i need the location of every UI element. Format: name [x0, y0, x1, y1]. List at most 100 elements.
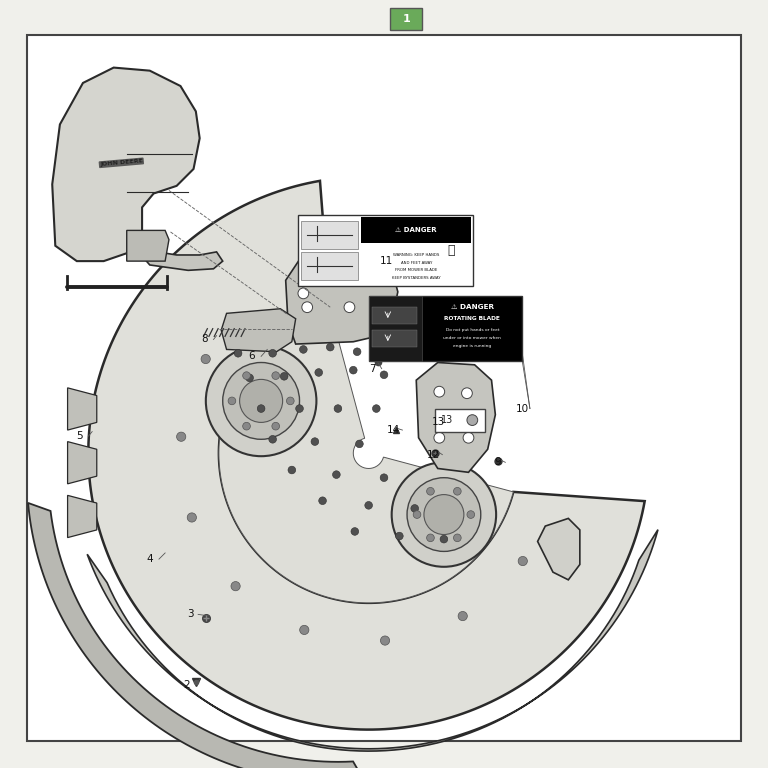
Polygon shape: [52, 68, 200, 261]
Circle shape: [228, 397, 236, 405]
FancyBboxPatch shape: [435, 409, 485, 432]
Circle shape: [326, 343, 334, 351]
Circle shape: [223, 362, 300, 439]
Text: 5: 5: [76, 431, 82, 442]
Text: 3: 3: [187, 609, 194, 620]
Text: 🚶: 🚶: [448, 244, 455, 257]
Polygon shape: [134, 234, 223, 270]
Circle shape: [411, 505, 419, 512]
Polygon shape: [88, 530, 658, 751]
Circle shape: [272, 422, 280, 430]
Text: 11: 11: [379, 256, 393, 266]
Polygon shape: [28, 503, 365, 768]
Circle shape: [440, 535, 448, 543]
Circle shape: [413, 511, 421, 518]
Circle shape: [315, 369, 323, 376]
Text: 14: 14: [386, 425, 400, 435]
Text: 6: 6: [249, 351, 255, 362]
Bar: [298, 215, 473, 286]
Circle shape: [201, 355, 210, 364]
Circle shape: [243, 422, 250, 430]
Circle shape: [453, 534, 461, 541]
Circle shape: [349, 366, 357, 374]
Circle shape: [246, 374, 253, 382]
Text: JOHN DEERE: JOHN DEERE: [100, 158, 143, 167]
Text: 8: 8: [201, 334, 207, 345]
Bar: [301, 252, 358, 280]
Text: AND FEET AWAY: AND FEET AWAY: [401, 260, 432, 265]
Circle shape: [427, 534, 434, 541]
Text: 9: 9: [495, 457, 501, 468]
Circle shape: [344, 302, 355, 313]
Text: FROM MOWER BLADE: FROM MOWER BLADE: [395, 268, 438, 273]
Circle shape: [424, 495, 464, 535]
Circle shape: [356, 440, 363, 448]
Circle shape: [434, 386, 445, 397]
Circle shape: [334, 405, 342, 412]
Polygon shape: [416, 362, 495, 472]
Text: 7: 7: [369, 363, 376, 374]
Polygon shape: [68, 442, 97, 484]
Circle shape: [240, 379, 283, 422]
Circle shape: [319, 497, 326, 505]
Polygon shape: [538, 518, 580, 580]
Text: ⚠ DANGER: ⚠ DANGER: [396, 227, 437, 233]
Text: 1: 1: [402, 14, 410, 25]
Circle shape: [353, 348, 361, 356]
Circle shape: [187, 513, 197, 522]
Circle shape: [257, 405, 265, 412]
Circle shape: [427, 488, 434, 495]
Circle shape: [396, 532, 403, 540]
Circle shape: [300, 346, 307, 353]
Circle shape: [302, 302, 313, 313]
Circle shape: [321, 273, 332, 283]
Bar: [369, 296, 422, 361]
Circle shape: [380, 371, 388, 379]
Text: Do not put hands or feet: Do not put hands or feet: [445, 328, 499, 333]
Circle shape: [372, 405, 380, 412]
Polygon shape: [68, 388, 97, 430]
Circle shape: [300, 625, 309, 634]
Circle shape: [288, 466, 296, 474]
Polygon shape: [68, 495, 97, 538]
Text: 2: 2: [184, 680, 190, 690]
Bar: [372, 330, 417, 347]
Text: ROTATING BLADE: ROTATING BLADE: [445, 316, 500, 321]
Circle shape: [458, 611, 467, 621]
Circle shape: [467, 511, 475, 518]
Polygon shape: [286, 252, 398, 344]
Bar: [361, 217, 471, 243]
Circle shape: [206, 346, 316, 456]
Bar: [372, 307, 417, 324]
Polygon shape: [127, 230, 169, 261]
Circle shape: [333, 471, 340, 478]
Circle shape: [272, 372, 280, 379]
Circle shape: [380, 636, 389, 645]
Text: 10: 10: [515, 403, 529, 414]
Text: ⚠ DANGER: ⚠ DANGER: [451, 304, 494, 310]
Circle shape: [365, 502, 372, 509]
Text: KEEP BYSTANDERS AWAY: KEEP BYSTANDERS AWAY: [392, 276, 441, 280]
Bar: [369, 296, 522, 361]
Text: 4: 4: [147, 554, 153, 564]
Circle shape: [453, 488, 461, 495]
Circle shape: [467, 415, 478, 425]
Circle shape: [380, 474, 388, 482]
Circle shape: [463, 432, 474, 443]
Polygon shape: [219, 309, 513, 603]
Circle shape: [269, 349, 276, 357]
Circle shape: [286, 397, 294, 405]
FancyBboxPatch shape: [390, 8, 422, 30]
Circle shape: [434, 432, 445, 443]
Circle shape: [392, 462, 496, 567]
Circle shape: [518, 557, 528, 566]
Circle shape: [243, 372, 250, 379]
Text: 12: 12: [426, 449, 440, 460]
Text: 13: 13: [441, 415, 453, 425]
Text: under or into mower when: under or into mower when: [443, 336, 502, 340]
Circle shape: [302, 267, 313, 278]
Circle shape: [177, 432, 186, 442]
Circle shape: [462, 388, 472, 399]
Circle shape: [344, 267, 355, 278]
Text: WARNING: KEEP HANDS: WARNING: KEEP HANDS: [393, 253, 439, 257]
